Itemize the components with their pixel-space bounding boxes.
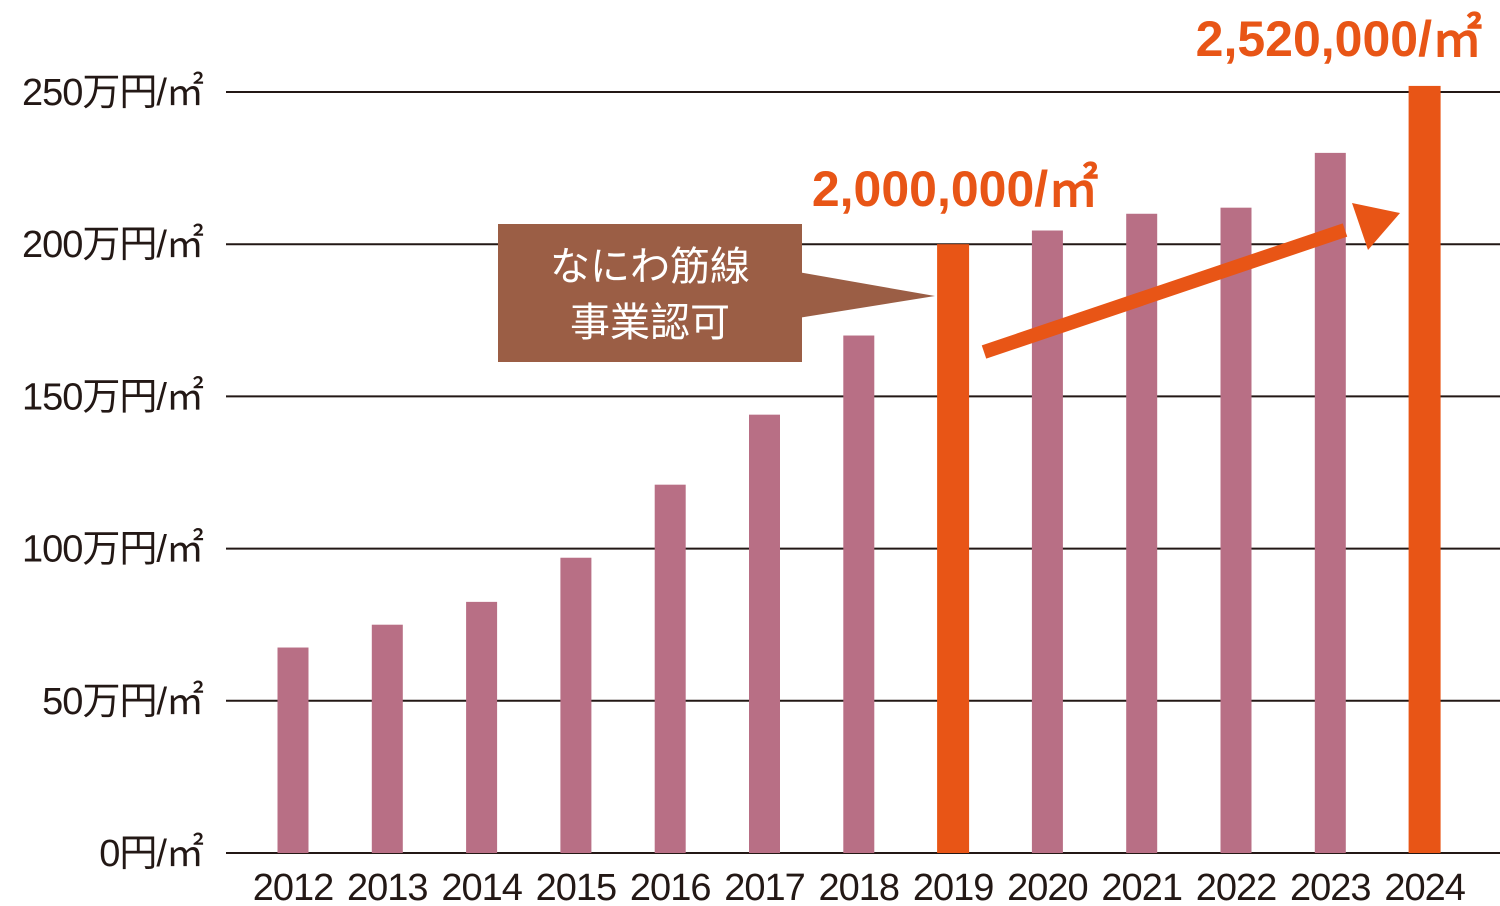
y-axis-ticks: 0円/㎡ 50万円/㎡ 100万円/㎡ 150万円/㎡ 200万円/㎡ 250万円/㎡ bbox=[22, 72, 205, 875]
x-tick-label: 2023 bbox=[1290, 867, 1371, 906]
value-label-2024: 2,520,000/㎡ bbox=[1196, 11, 1482, 67]
x-axis-ticks: 2012 2013 2014 2015 2016 2017 2018 2019 2020 2021… bbox=[253, 867, 1467, 906]
x-tick-label: 2024 bbox=[1384, 867, 1465, 906]
bar-2015 bbox=[560, 557, 592, 853]
value-label-2019: 2,000,000/㎡ bbox=[812, 161, 1098, 217]
bar-2022 bbox=[1220, 207, 1252, 853]
bar-2014 bbox=[466, 601, 498, 853]
x-tick-label: 2018 bbox=[819, 867, 900, 906]
callout-line-2: 事業認可 bbox=[570, 300, 730, 346]
trend-arrow-shaft bbox=[981, 223, 1348, 359]
bar-2018 bbox=[843, 335, 875, 853]
bar-2019 bbox=[937, 244, 970, 853]
y-tick-label: 100万円/㎡ bbox=[22, 529, 204, 571]
y-tick-label: 150万円/㎡ bbox=[22, 376, 204, 418]
y-tick-label: 250万円/㎡ bbox=[22, 72, 204, 114]
x-tick-label: 2019 bbox=[913, 867, 994, 906]
x-tick-label: 2013 bbox=[347, 867, 428, 906]
x-tick-label: 2015 bbox=[536, 867, 617, 906]
callout: なにわ筋線 事業認可 bbox=[498, 224, 935, 362]
bar-2012 bbox=[277, 647, 309, 853]
callout-line-1: なにわ筋線 bbox=[550, 244, 750, 290]
x-tick-label: 2016 bbox=[630, 867, 711, 906]
x-tick-label: 2014 bbox=[441, 867, 522, 906]
bar-2024 bbox=[1408, 85, 1441, 854]
bar-2021 bbox=[1126, 213, 1158, 853]
bar-2017 bbox=[749, 414, 780, 853]
y-tick-label: 0円/㎡ bbox=[99, 833, 204, 875]
x-tick-label: 2020 bbox=[1007, 867, 1088, 906]
x-tick-label: 2022 bbox=[1196, 867, 1277, 906]
bar-2023 bbox=[1314, 152, 1346, 853]
bar-2013 bbox=[371, 624, 403, 853]
callout-box bbox=[498, 224, 802, 362]
x-tick-label: 2017 bbox=[724, 867, 805, 906]
x-tick-label: 2012 bbox=[253, 867, 334, 906]
y-tick-label: 200万円/㎡ bbox=[22, 224, 204, 266]
y-tick-label: 50万円/㎡ bbox=[42, 681, 204, 723]
trend-arrow bbox=[981, 203, 1400, 359]
trend-arrow-head bbox=[1352, 203, 1400, 250]
bars bbox=[277, 85, 1441, 854]
callout-pointer bbox=[798, 272, 935, 318]
x-tick-label: 2021 bbox=[1101, 867, 1182, 906]
bar-2016 bbox=[654, 484, 686, 853]
